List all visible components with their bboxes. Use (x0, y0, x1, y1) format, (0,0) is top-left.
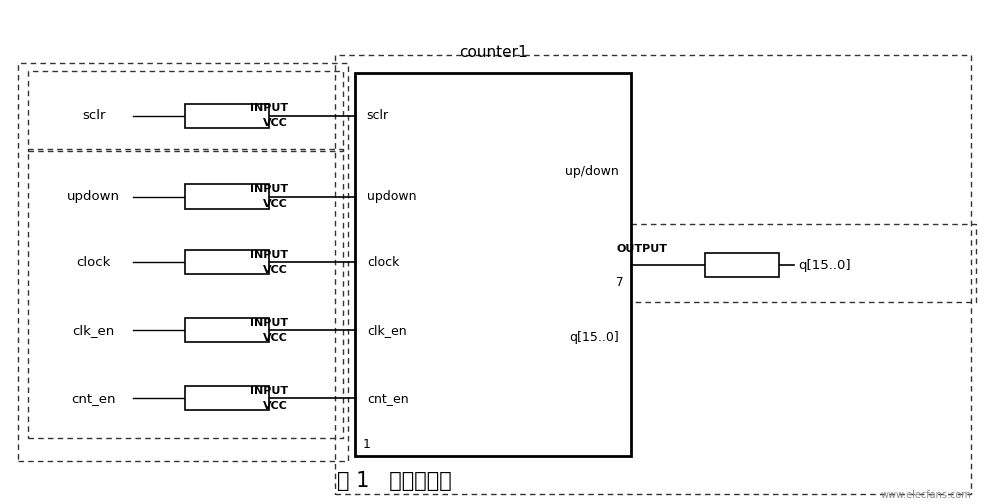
Text: q[15..0]: q[15..0] (799, 259, 851, 272)
Text: clock: clock (77, 256, 110, 269)
Text: counter1: counter1 (458, 45, 528, 60)
Text: INPUT: INPUT (249, 103, 288, 113)
Text: INPUT: INPUT (249, 184, 288, 194)
Bar (355, 73, 631, 456)
Bar (28, 71, 343, 151)
Bar (606, 224, 976, 302)
Text: clk_en: clk_en (73, 324, 114, 337)
Text: clk_en: clk_en (367, 324, 406, 337)
Text: q[15..0]: q[15..0] (570, 331, 619, 344)
Text: updown: updown (367, 190, 416, 203)
Bar (185, 104, 268, 128)
Text: www.elecfans.com: www.elecfans.com (880, 490, 971, 500)
Text: clock: clock (367, 256, 399, 269)
Text: INPUT: INPUT (249, 318, 288, 328)
Text: updown: updown (67, 190, 120, 203)
Bar (335, 55, 971, 494)
Text: up/down: up/down (565, 165, 619, 178)
Text: VCC: VCC (263, 333, 288, 343)
Bar (185, 386, 268, 410)
Bar (185, 318, 268, 342)
Text: VCC: VCC (263, 199, 288, 209)
Text: sclr: sclr (82, 109, 106, 122)
Text: VCC: VCC (263, 401, 288, 411)
Text: 1: 1 (363, 438, 371, 451)
Text: VCC: VCC (263, 265, 288, 275)
Text: cnt_en: cnt_en (71, 392, 116, 405)
Bar (28, 149, 343, 438)
Bar (185, 184, 268, 209)
Bar (185, 250, 268, 274)
Text: INPUT: INPUT (249, 386, 288, 396)
Bar (18, 63, 348, 461)
Text: OUTPUT: OUTPUT (616, 244, 668, 254)
Text: 图 1   原理输入图: 图 1 原理输入图 (337, 471, 452, 491)
Bar (705, 253, 779, 277)
Text: sclr: sclr (367, 109, 388, 122)
Text: VCC: VCC (263, 118, 288, 129)
Text: INPUT: INPUT (249, 249, 288, 260)
Text: cnt_en: cnt_en (367, 392, 408, 405)
Text: 7: 7 (616, 276, 624, 289)
